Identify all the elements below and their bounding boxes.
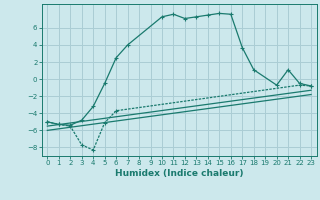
X-axis label: Humidex (Indice chaleur): Humidex (Indice chaleur) [115, 169, 244, 178]
